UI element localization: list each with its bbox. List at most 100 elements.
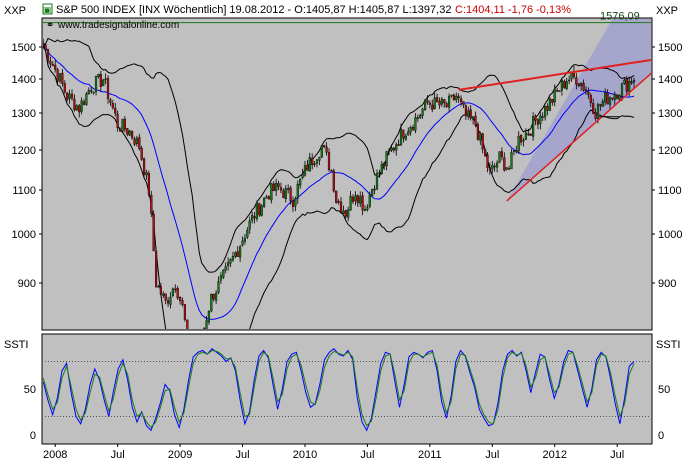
candle: [207, 310, 210, 325]
candle: [539, 110, 542, 130]
candle-body: [359, 196, 362, 204]
candle-body: [238, 246, 242, 258]
candle: [467, 106, 470, 120]
candle-body: [296, 183, 299, 199]
candle: [46, 48, 50, 67]
candle: [332, 168, 335, 193]
candle: [275, 178, 278, 197]
candle-body: [138, 137, 141, 149]
candle: [589, 93, 592, 108]
candle: [390, 144, 393, 153]
candle-body: [85, 93, 88, 105]
chart-title: S&P 500 INDEX [INX Wöchentlich] 19.08.20…: [56, 4, 451, 16]
candle: [133, 136, 136, 147]
candle-body: [505, 167, 508, 170]
candle: [183, 304, 186, 322]
candle-body: [347, 209, 350, 218]
candle: [373, 185, 376, 195]
candle-body: [464, 105, 467, 117]
candle-body: [608, 97, 612, 105]
candle: [277, 180, 280, 191]
candle: [162, 291, 165, 298]
candle: [164, 293, 167, 305]
candle: [287, 184, 290, 194]
candle-body: [399, 128, 403, 146]
candle: [248, 216, 251, 234]
candle: [121, 118, 124, 133]
candle: [411, 124, 415, 131]
candle: [491, 160, 494, 174]
candle: [363, 204, 367, 212]
candle-body: [243, 237, 246, 242]
candle-body: [205, 320, 208, 329]
candle: [625, 76, 628, 96]
candle-body: [87, 90, 90, 94]
candle-body: [448, 96, 451, 108]
candle-body: [332, 170, 335, 192]
candle: [68, 89, 71, 104]
candle: [234, 251, 237, 259]
candle: [508, 165, 511, 170]
candle: [150, 190, 153, 218]
candle: [428, 100, 431, 109]
candle-body: [94, 75, 98, 93]
candle-body: [424, 99, 427, 110]
y-tick-label-left: 1100: [12, 185, 36, 197]
candle-body: [263, 197, 266, 207]
candle: [361, 191, 364, 216]
candle-body: [510, 152, 513, 170]
candle-body: [178, 297, 182, 301]
candle: [568, 75, 571, 85]
candle: [320, 145, 323, 159]
candle-body: [560, 80, 563, 91]
candle: [126, 127, 129, 137]
candle: [616, 94, 619, 100]
candle: [85, 91, 88, 106]
candle-body: [150, 194, 153, 214]
candle: [510, 148, 513, 170]
candle: [54, 59, 57, 73]
candle: [460, 95, 463, 107]
candle: [541, 112, 544, 121]
candle-body: [546, 105, 549, 111]
candle-body: [68, 93, 71, 99]
candle: [342, 205, 345, 214]
candle-body: [368, 194, 371, 207]
candle: [604, 88, 607, 106]
candle-body: [315, 159, 319, 164]
candle: [433, 92, 436, 110]
candle-body: [440, 98, 443, 105]
candle-body: [387, 150, 391, 152]
ssti-tick-label-left: 50: [24, 384, 36, 396]
candle-body: [488, 167, 491, 171]
candle-body: [75, 105, 78, 111]
candle: [613, 91, 616, 105]
candle: [577, 82, 580, 88]
candle: [438, 97, 441, 109]
candle: [114, 103, 117, 117]
candle-body: [414, 117, 417, 131]
candle-body: [493, 165, 496, 168]
candle: [250, 211, 254, 224]
x-tick-label: Jul: [610, 449, 624, 461]
candle-body: [226, 262, 230, 266]
candle: [443, 98, 446, 108]
candle-body: [330, 169, 333, 172]
ssti-series-1: [43, 348, 635, 432]
candle: [238, 244, 242, 262]
candle-body: [385, 151, 388, 167]
candle: [498, 151, 501, 163]
candle-body: [241, 240, 244, 246]
ssti-tick-label-right: 0: [658, 430, 664, 442]
candle: [243, 233, 246, 245]
candle: [265, 194, 268, 199]
candle-body: [130, 130, 134, 139]
candle: [44, 43, 47, 52]
candle: [159, 282, 162, 296]
bollinger-lower: [43, 45, 635, 329]
candle-body: [361, 195, 364, 211]
y-tick-label-right: 1400: [658, 74, 682, 86]
candle-body: [145, 172, 148, 176]
ssti-pane: [41, 333, 653, 445]
